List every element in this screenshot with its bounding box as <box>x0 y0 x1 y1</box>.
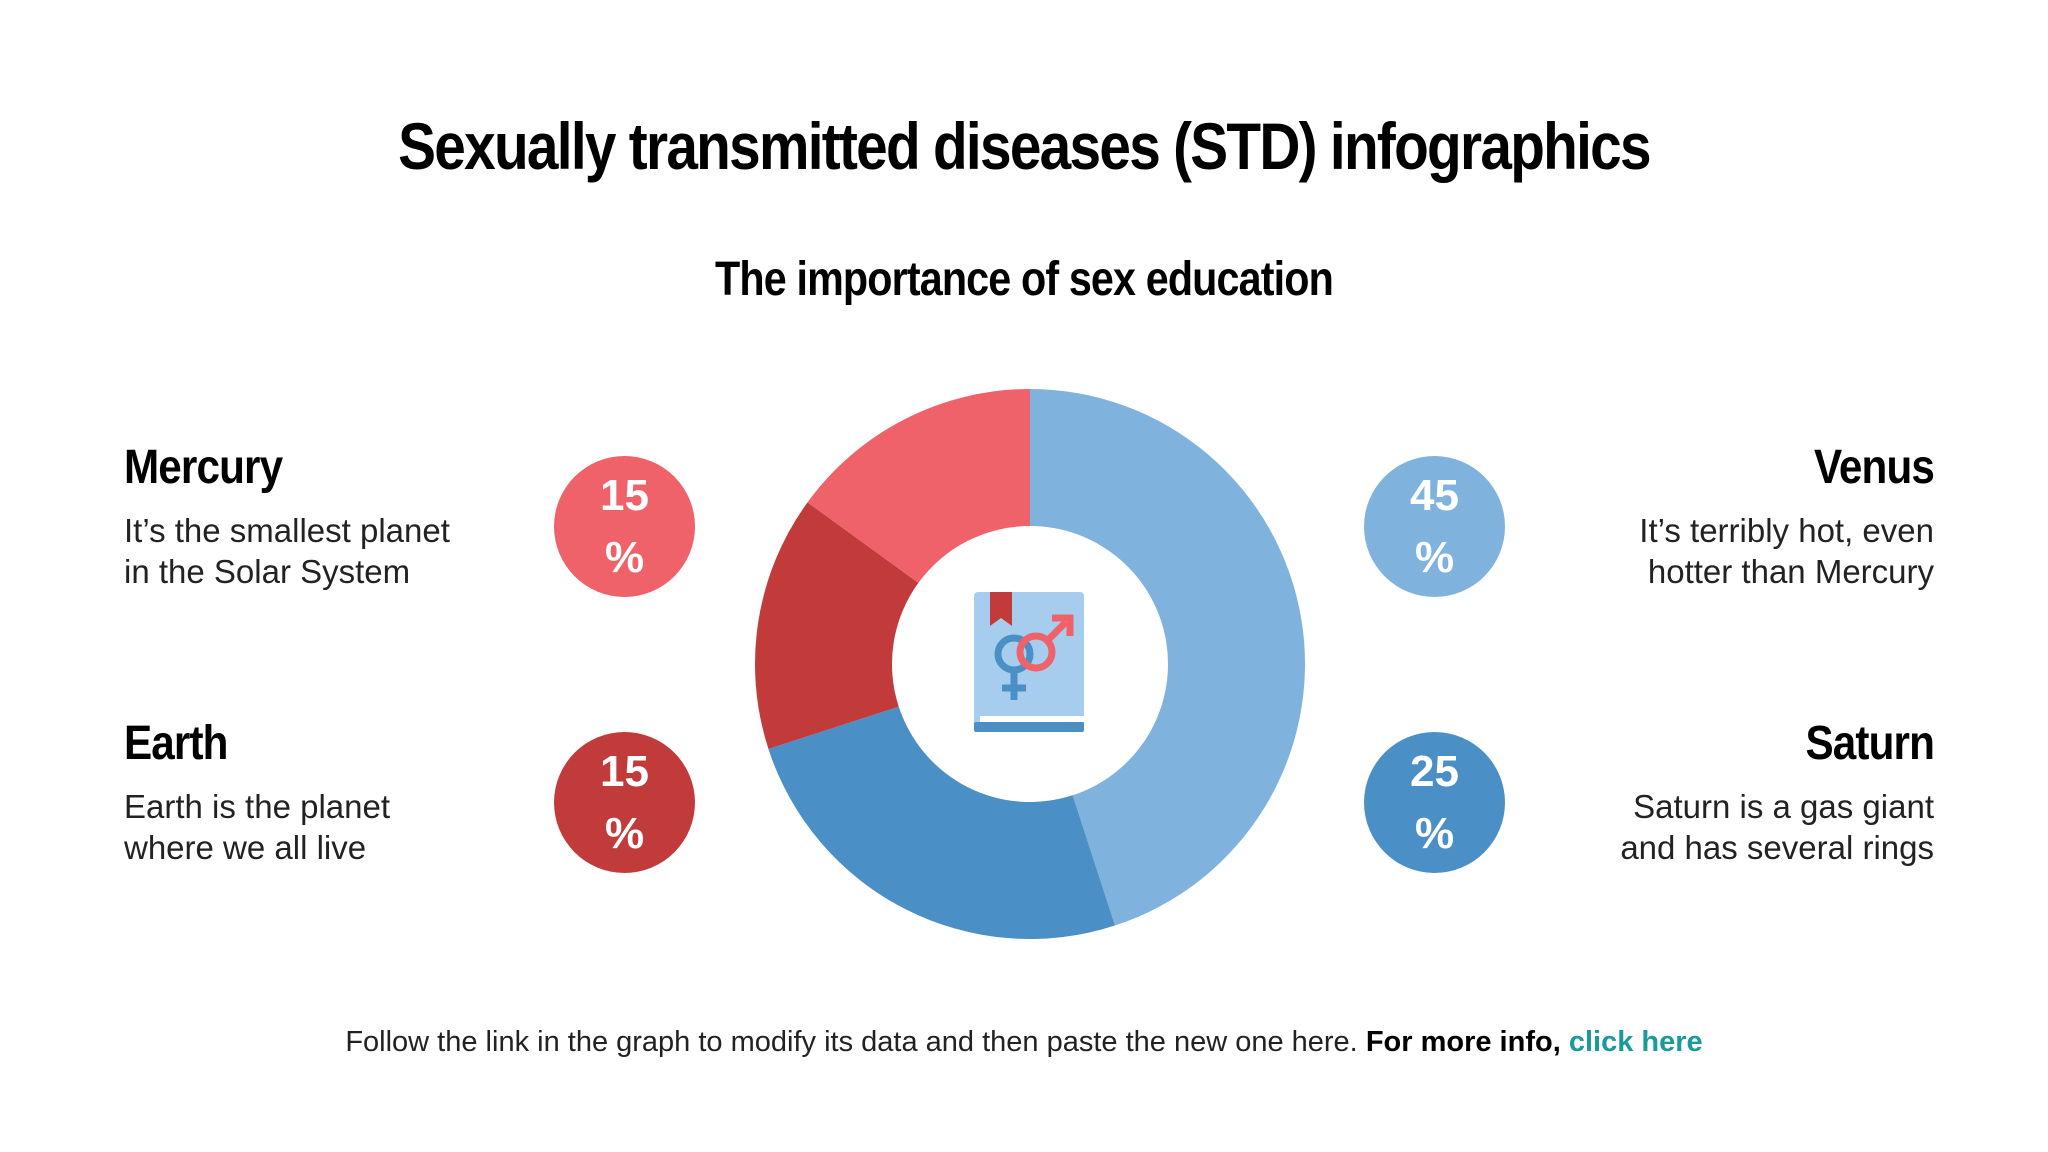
donut-slice-venus[interactable] <box>1030 389 1305 926</box>
legend-description-line: Earth is the planet <box>124 788 390 825</box>
donut-slice-saturn[interactable] <box>768 706 1115 939</box>
legend-description-line: Saturn is a gas giant <box>1633 788 1934 825</box>
legend-description: Earth is the planet where we all live <box>124 786 544 868</box>
footer-note: Follow the link in the graph to modify i… <box>0 1026 2048 1059</box>
percent-badge-saturn: 25 % <box>1364 732 1505 873</box>
percent-unit: % <box>604 532 645 582</box>
legend-name: Mercury <box>124 441 283 494</box>
footer-link[interactable]: click here <box>1568 1026 1703 1058</box>
legend-description-line: It’s terribly hot, even <box>1639 512 1934 549</box>
percent-value: 15 <box>600 470 649 520</box>
legend-item-saturn: Saturn Saturn is a gas giant and has sev… <box>1514 716 1935 868</box>
legend-description: It’s terribly hot, even hotter than Merc… <box>1514 510 1934 592</box>
percent-value: 15 <box>600 746 649 796</box>
legend-description: It’s the smallest planet in the Solar Sy… <box>124 510 544 592</box>
percent-unit: % <box>604 808 645 858</box>
percent-badge-earth: 15 % <box>554 732 695 873</box>
footer-text: Follow the link in the graph to modify i… <box>345 1026 1358 1058</box>
percent-value: 45 <box>1410 470 1459 520</box>
donut-slice-earth[interactable] <box>755 502 919 749</box>
legend-name: Earth <box>124 717 228 770</box>
legend-item-earth: Earth Earth is the planet where we all l… <box>124 716 544 868</box>
percent-value: 25 <box>1410 746 1459 796</box>
legend-description-line: in the Solar System <box>124 553 411 590</box>
percent-badge-venus: 45 % <box>1364 456 1505 597</box>
legend-description-line: and has several rings <box>1620 829 1934 866</box>
footer-more-info: For more info, <box>1365 1026 1561 1058</box>
legend-name: Saturn <box>1805 717 1935 770</box>
legend-item-mercury: Mercury It’s the smallest planet in the … <box>124 440 544 592</box>
legend-name: Venus <box>1813 441 1935 494</box>
percent-unit: % <box>1414 808 1455 858</box>
legend-item-venus: Venus It’s terribly hot, even hotter tha… <box>1514 440 1935 592</box>
page-title: Sexually transmitted diseases (STD) info… <box>398 109 1651 183</box>
page-subtitle: The importance of sex education <box>715 253 1334 306</box>
donut-chart[interactable] <box>752 386 1308 942</box>
percent-unit: % <box>1414 532 1455 582</box>
legend-description-line: hotter than Mercury <box>1647 553 1934 590</box>
legend-description-line: It’s the smallest planet <box>124 512 450 549</box>
legend-description: Saturn is a gas giant and has several ri… <box>1514 786 1934 868</box>
percent-badge-mercury: 15 % <box>554 456 695 597</box>
legend-description-line: where we all live <box>124 829 367 866</box>
donut-slice-mercury[interactable] <box>807 389 1030 583</box>
sex-education-book-icon <box>974 592 1084 732</box>
